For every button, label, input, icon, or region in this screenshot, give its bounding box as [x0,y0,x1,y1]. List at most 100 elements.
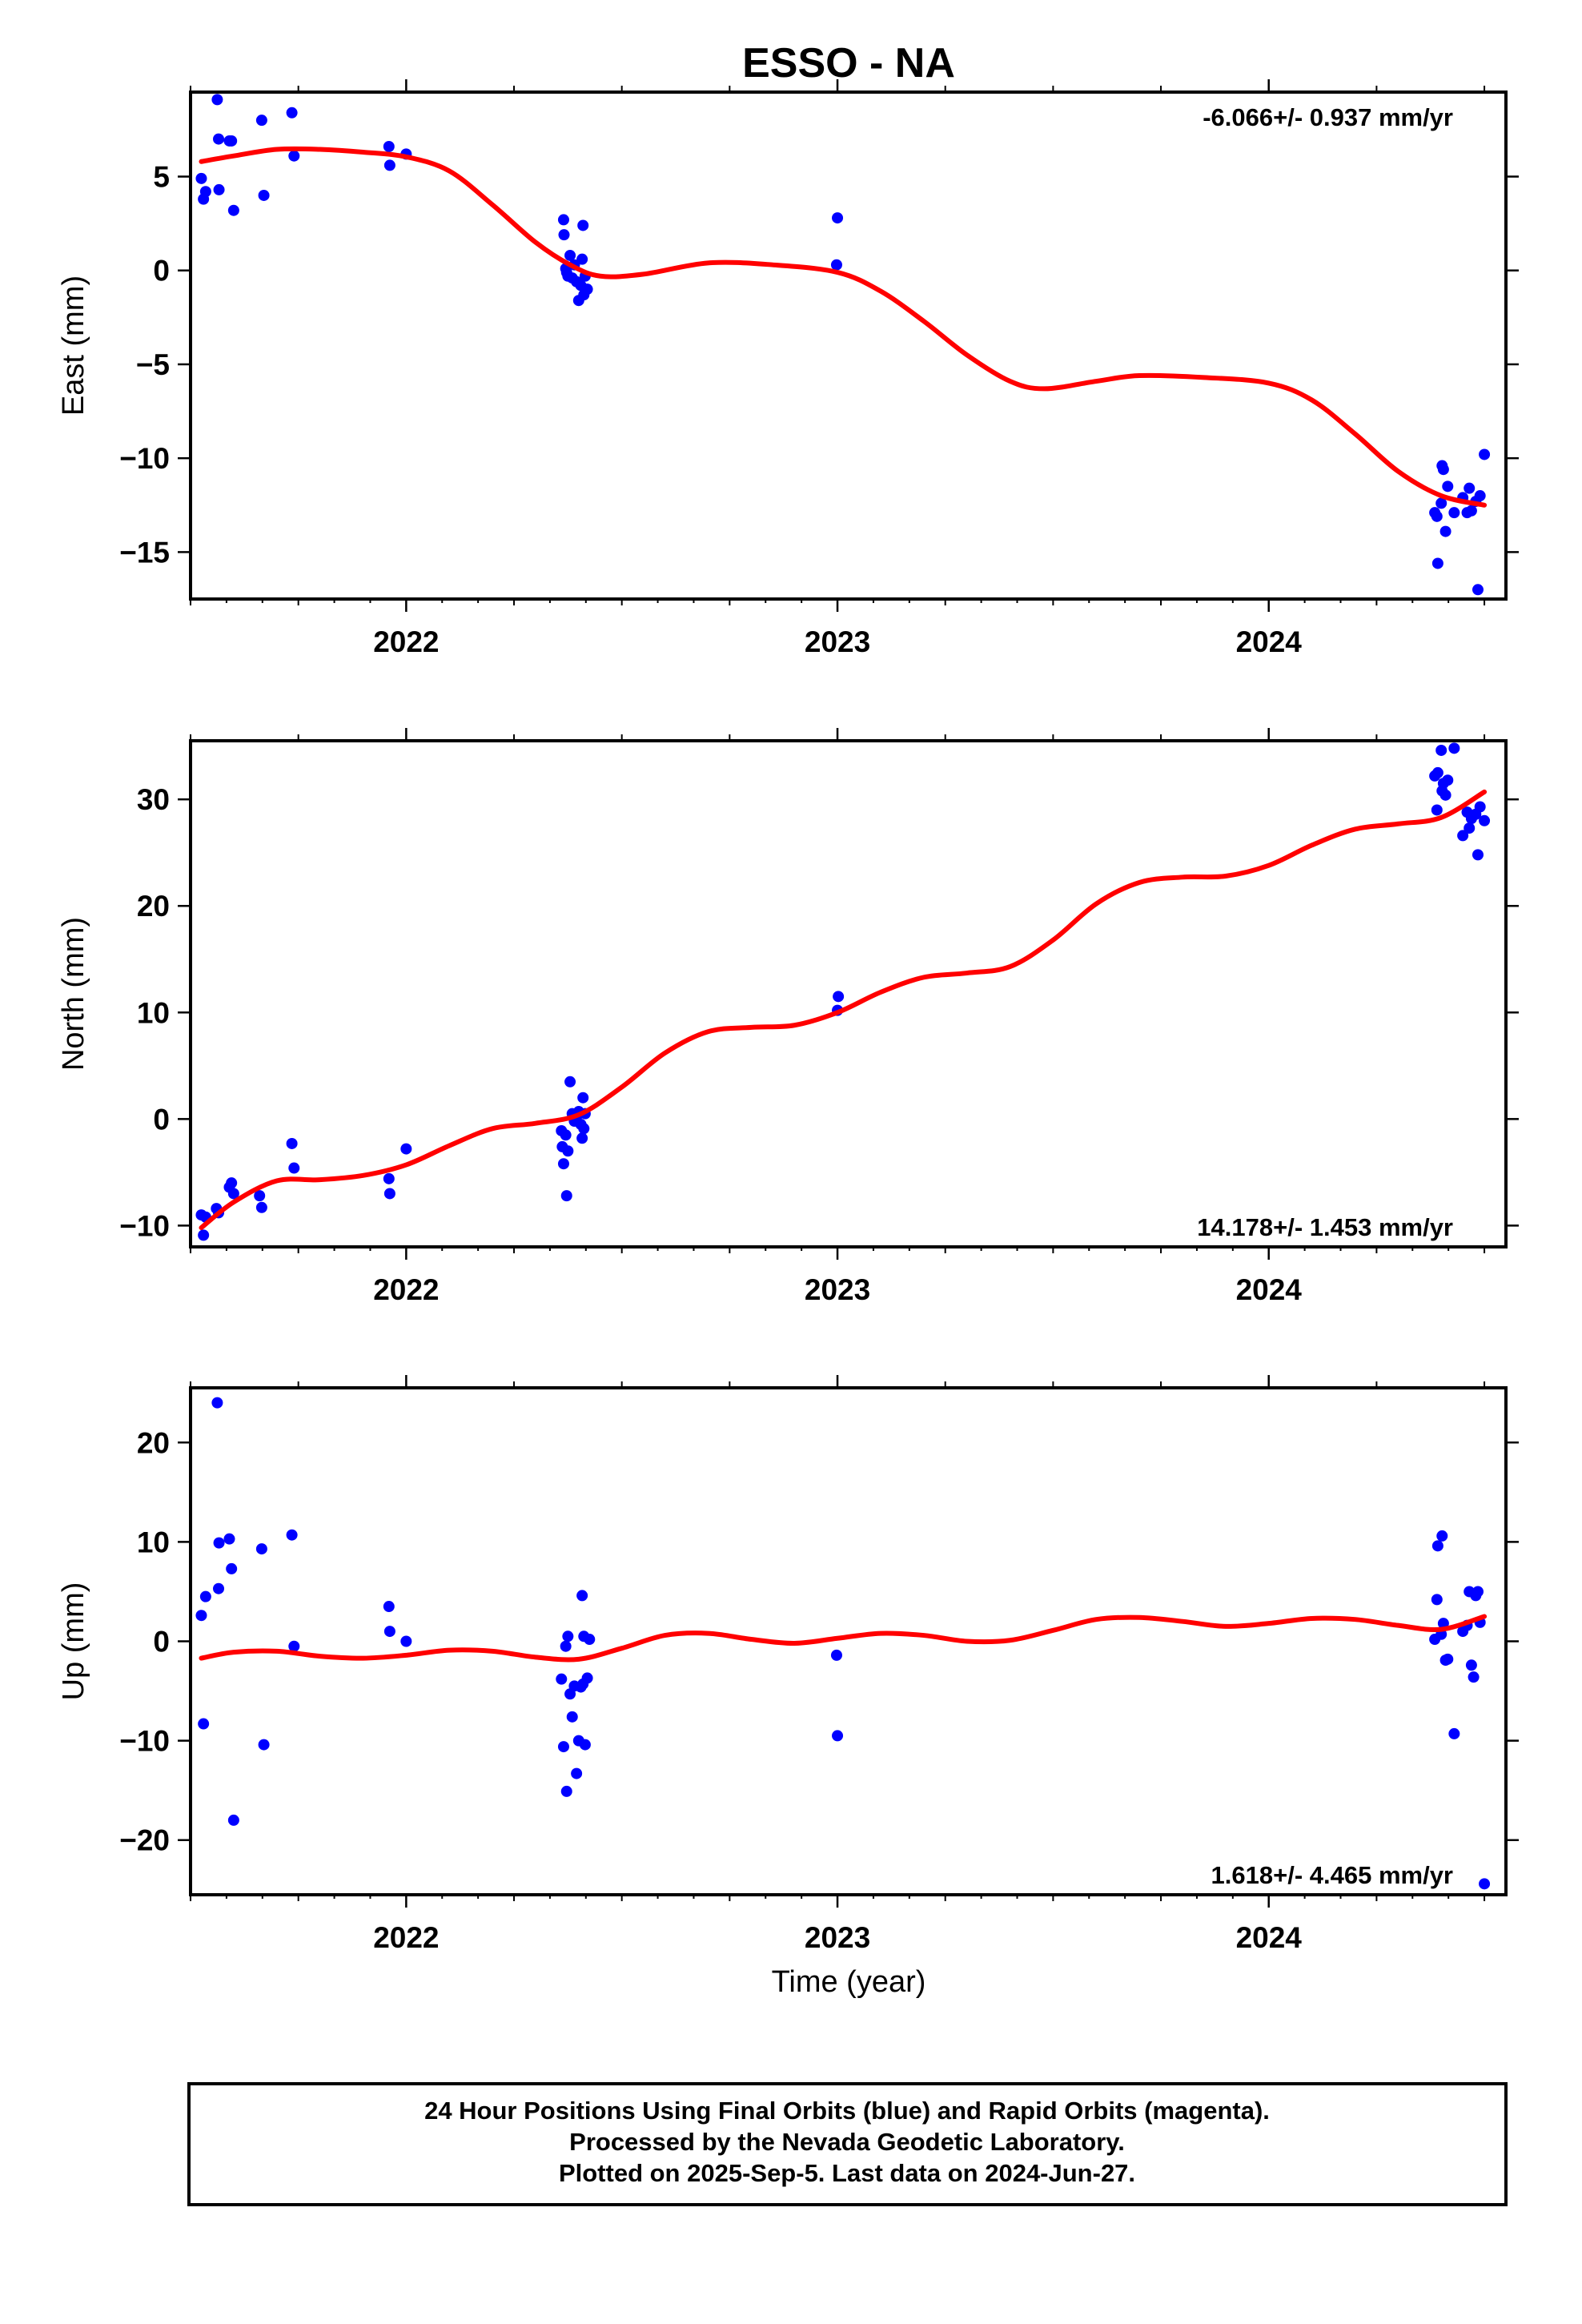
fit-curve [199,789,1488,1231]
footer-line-3: Plotted on 2025-Sep-5. Last data on 2024… [559,2159,1135,2187]
data-point [564,1076,576,1088]
data-point [1479,814,1491,826]
data-point [560,1129,572,1141]
x-axis-label: Time (year) [772,1965,926,1999]
rate-label: -6.066+/- 0.937 mm/yr [1203,103,1453,131]
y-tick-label: 10 [137,1526,170,1558]
footer-line-1: 24 Hour Positions Using Final Orbits (bl… [424,2097,1270,2125]
footer-frame [187,2082,1508,2206]
plot-area [195,742,1491,1241]
y-tick-label: −20 [119,1824,170,1857]
x-tick-label: 2023 [805,1273,870,1306]
fit-curve [199,1614,1488,1663]
data-point [226,1562,238,1574]
data-point [562,1630,574,1642]
data-point [1479,1878,1491,1890]
data-point [562,1145,574,1157]
data-point [1448,1727,1460,1739]
data-point [195,172,207,184]
data-point [576,1132,588,1144]
y-axis-label: North (mm) [57,917,90,1071]
data-point [383,140,395,152]
data-point [383,1601,395,1613]
y-tick-label: −10 [119,442,170,475]
data-point [400,1143,412,1155]
data-point [576,253,588,265]
y-tick-label: 0 [153,1626,170,1659]
plot-frame [189,1386,1508,1896]
data-point [576,1590,588,1602]
data-point [830,259,842,271]
data-point [577,1092,589,1104]
data-point [1448,742,1460,754]
data-point [227,1188,239,1200]
data-point [556,1673,568,1685]
data-point [557,214,569,226]
data-point [1472,849,1484,861]
data-point [584,1634,596,1646]
data-point [288,1640,300,1652]
data-point [213,1537,225,1549]
rate-label: 1.618+/- 4.465 mm/yr [1211,1861,1453,1889]
y-tick-label: −15 [119,536,170,569]
x-tick-label: 2023 [805,625,870,658]
data-point [1472,1586,1484,1598]
data-point [1431,1594,1443,1606]
panel-up: 2022 2023 2024 20 10 0 −10 −20 Up (mm) 1.618+/- 4… [57,1375,1519,1954]
y-tick-label: 30 [137,783,170,816]
data-point [1442,480,1454,493]
x-tick-label: 2022 [373,1273,439,1306]
data-point [226,135,238,147]
data-point [199,186,211,198]
data-point [1474,490,1486,502]
y-tick-label: 20 [137,890,170,923]
chart-title: ESSO - NA [742,40,955,86]
y-tick-label: 10 [137,996,170,1029]
data-point [383,1188,396,1200]
data-point [288,1162,300,1174]
data-point [830,1649,842,1661]
data-point [1465,505,1477,517]
y-tick-label: −5 [136,348,170,381]
data-point [383,159,396,171]
data-point [227,1814,239,1826]
data-point [557,1158,569,1170]
data-point [288,150,300,162]
data-point [195,1610,207,1622]
data-point [832,212,844,224]
data-point [198,1718,210,1730]
data-point [1479,448,1491,460]
y-tick-label: 20 [137,1426,170,1459]
data-point [255,1201,267,1213]
data-point [255,1543,267,1555]
data-point [581,283,593,296]
data-point [1464,822,1476,834]
x-tick-label: 2022 [373,625,439,658]
footer-box: 24 Hour Positions Using Final Orbits (bl… [187,2082,1508,2206]
data-point [255,115,267,127]
data-point [1437,464,1449,476]
data-point [1435,744,1447,756]
plot-area [195,1397,1491,1890]
data-point [258,189,270,201]
data-point [1431,1540,1443,1552]
data-point [1442,1653,1454,1665]
plot-area [195,94,1491,596]
data-point [383,1626,396,1638]
data-point [1435,497,1447,509]
data-point [1472,584,1484,596]
data-point [1439,525,1452,537]
x-tick-label: 2024 [1236,1921,1303,1954]
data-point [578,1123,590,1135]
data-point [571,1767,583,1779]
data-point [1465,1659,1477,1671]
data-point [1468,1671,1480,1683]
data-point [211,1397,223,1409]
data-point [560,1640,572,1652]
panels: 2022 2023 2024 5 0 −5 −10 −15 East (mm) -6.066+/-… [57,79,1519,1954]
data-point [1464,482,1476,494]
data-point [560,1785,572,1797]
y-tick-label: 5 [153,161,170,194]
data-point [1431,510,1443,522]
data-point [286,107,298,119]
